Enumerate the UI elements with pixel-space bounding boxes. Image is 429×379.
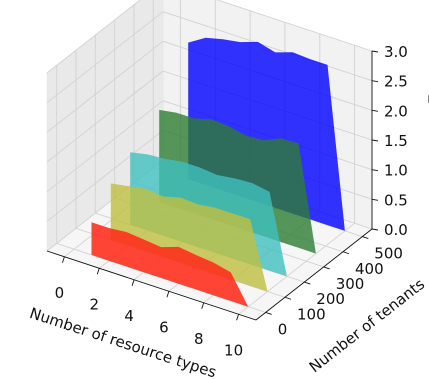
series-area-0	[91, 222, 249, 307]
x-tick-label: 4	[124, 307, 134, 325]
x-axis-line	[46, 250, 257, 321]
grid-line-z-back	[162, 11, 373, 82]
z-tick-label: 1.5	[384, 132, 408, 150]
y-tick-mark	[342, 251, 350, 255]
z-tick-label: 0.5	[384, 191, 408, 209]
x-axis-title: Number of resource types	[27, 304, 218, 379]
y-axis-line	[255, 228, 373, 321]
z-tick-label: 0.0	[384, 221, 408, 239]
x-tick-mark	[96, 268, 100, 275]
z-tick-mark	[371, 139, 379, 142]
y-tick-mark	[265, 311, 272, 315]
y-tick-label: 100	[297, 305, 326, 323]
z-tick-mark	[371, 198, 379, 201]
x-tick-label: 10	[224, 341, 243, 359]
z-tick-mark	[371, 169, 379, 172]
x-tick-mark	[201, 302, 205, 309]
series-layer	[91, 37, 345, 307]
grid-line-z-left	[46, 11, 164, 104]
grid-line-x-floor	[238, 222, 355, 315]
z-tick-mark	[371, 80, 379, 83]
grid-line-z-left	[46, 0, 141, 74]
axes	[46, 50, 379, 321]
z-tick-label: 1.0	[384, 162, 408, 180]
grid-line-z-left	[46, 40, 164, 133]
z-tick-label: 3.0	[384, 43, 408, 61]
z-tick-mark	[371, 50, 379, 53]
x-tick-mark	[131, 279, 135, 286]
y-tick-label: 0	[278, 320, 288, 338]
x-tick-mark	[166, 291, 170, 298]
x-tick-label: 2	[90, 295, 100, 313]
y-tick-mark	[284, 296, 292, 300]
grid-line-z-left	[46, 129, 164, 222]
y-tick-label: 500	[374, 245, 403, 263]
z-tick-mark	[371, 228, 379, 231]
y-tick-mark	[323, 266, 330, 270]
x-tick-label: 6	[159, 318, 169, 336]
z-tick-mark	[371, 109, 379, 112]
z-tick-label: 2.0	[384, 102, 408, 120]
y-tick-label: 200	[316, 290, 345, 308]
series-area-100	[110, 183, 268, 292]
z-tick-label: 2.5	[384, 73, 408, 91]
grid-line-z-left	[46, 70, 164, 163]
x-tick-label: 8	[194, 330, 204, 348]
x-tick-mark	[236, 314, 240, 321]
grid-line-z-back	[216, 0, 373, 52]
y-tick-mark	[362, 236, 369, 240]
y-tick-mark	[304, 281, 311, 285]
x-tick-mark	[61, 256, 65, 263]
y-tick-label: 400	[355, 260, 384, 278]
grid-line-z-left	[46, 100, 164, 193]
y-tick-label: 300	[336, 275, 365, 293]
x-tick-label: 0	[55, 284, 65, 302]
